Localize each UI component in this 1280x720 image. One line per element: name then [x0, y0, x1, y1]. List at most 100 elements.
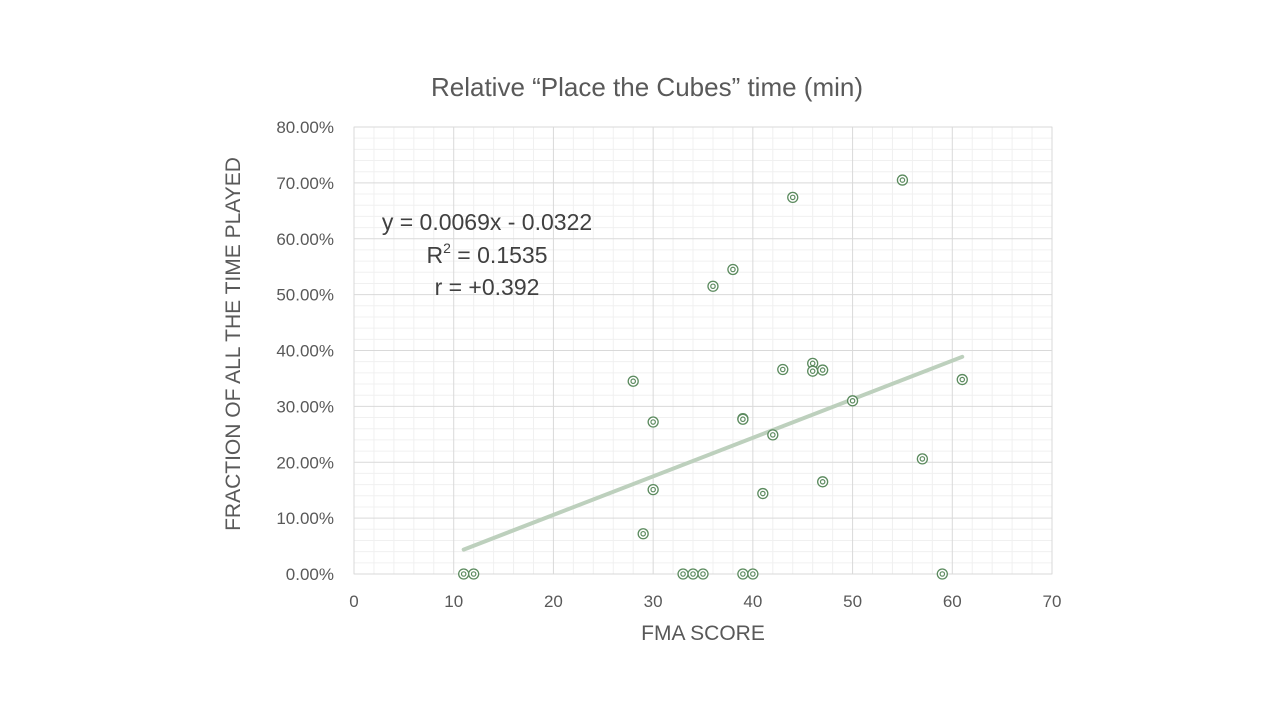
y-tick-label: 20.00%: [276, 453, 334, 472]
data-point-outer-ring: [817, 476, 829, 488]
data-point: [787, 191, 799, 204]
r-squared-value: = 0.1535: [451, 242, 548, 268]
x-axis-title: FMA SCORE: [641, 622, 765, 645]
data-point: [916, 453, 929, 465]
data-point-outer-ring: [896, 174, 909, 186]
data-point: [627, 375, 639, 387]
x-tick-label: 20: [544, 592, 563, 611]
data-point-inner-ring: [680, 571, 686, 577]
data-point: [777, 363, 789, 376]
data-point-outer-ring: [737, 568, 749, 580]
data-point: [687, 568, 699, 580]
y-axis-title: FRACTION OF ALL THE TIME PLAYED: [222, 157, 245, 531]
data-point-outer-ring: [677, 568, 689, 580]
data-point: [677, 568, 689, 580]
r-squared-symbol: R: [427, 242, 444, 268]
data-point: [468, 568, 480, 580]
data-point: [807, 365, 819, 377]
x-tick-label: 0: [349, 592, 358, 611]
y-tick-label: 80.00%: [276, 118, 334, 137]
data-point: [637, 528, 649, 540]
y-tick-label: 40.00%: [276, 342, 334, 361]
data-point-inner-ring: [939, 571, 946, 577]
data-point-inner-ring: [769, 432, 776, 438]
data-point-inner-ring: [809, 368, 816, 374]
data-point: [707, 280, 719, 292]
data-point-inner-ring: [760, 490, 766, 497]
data-point-inner-ring: [779, 366, 786, 373]
data-point: [817, 364, 829, 376]
data-point: [647, 483, 659, 496]
data-point-inner-ring: [959, 376, 966, 383]
data-point-outer-ring: [687, 568, 699, 580]
x-tick-label: 60: [943, 592, 962, 611]
data-point-inner-ring: [690, 571, 696, 577]
y-axis-ticks: 0.00% 10.00% 20.00% 30.00% 40.00% 50.00% 60.00…: [276, 118, 334, 584]
data-point: [647, 416, 659, 428]
data-point-outer-ring: [787, 191, 799, 204]
x-tick-label: 40: [743, 592, 762, 611]
data-point-inner-ring: [700, 571, 706, 577]
data-point: [458, 568, 470, 580]
data-point-outer-ring: [627, 375, 639, 387]
data-point-outer-ring: [757, 487, 769, 500]
data-point-outer-ring: [737, 413, 749, 425]
data-point-outer-ring: [817, 364, 829, 376]
data-point-inner-ring: [650, 419, 656, 425]
data-points: [458, 174, 968, 580]
data-point: [747, 568, 759, 580]
data-point-outer-ring: [707, 280, 719, 292]
data-point: [757, 487, 769, 500]
trend-r-value: r = +0.392: [435, 274, 540, 300]
data-point: [846, 395, 859, 407]
data-point-inner-ring: [849, 397, 856, 404]
y-tick-label: 30.00%: [276, 397, 334, 416]
data-point-outer-ring: [956, 373, 968, 386]
y-tick-label: 0.00%: [286, 565, 334, 584]
data-point: [737, 568, 749, 580]
data-point-inner-ring: [789, 194, 796, 201]
data-point-outer-ring: [846, 395, 859, 407]
data-point-inner-ring: [470, 571, 477, 577]
data-point-inner-ring: [819, 367, 826, 373]
data-point-outer-ring: [727, 263, 739, 276]
r-squared-superscript: 2: [443, 240, 451, 256]
trend-equation: y = 0.0069x - 0.0322: [382, 209, 592, 235]
data-point-inner-ring: [919, 456, 926, 462]
data-point: [936, 568, 948, 580]
data-point-outer-ring: [747, 568, 759, 580]
y-tick-label: 70.00%: [276, 174, 334, 193]
trend-r-squared: R2 = 0.1535: [427, 240, 548, 268]
y-tick-label: 10.00%: [276, 509, 334, 528]
data-point: [817, 476, 829, 488]
data-point-inner-ring: [650, 486, 656, 493]
data-point-inner-ring: [640, 530, 646, 537]
data-point-outer-ring: [468, 568, 480, 580]
data-point-outer-ring: [767, 429, 779, 441]
data-point: [956, 373, 968, 386]
data-point: [697, 568, 709, 580]
data-point-outer-ring: [916, 453, 929, 465]
data-point-inner-ring: [630, 378, 637, 385]
data-point: [727, 263, 739, 276]
data-point-inner-ring: [750, 571, 756, 577]
data-point-outer-ring: [647, 416, 659, 428]
data-point-inner-ring: [460, 571, 467, 577]
y-tick-label: 50.00%: [276, 286, 334, 305]
trendline: [461, 354, 965, 552]
data-point-outer-ring: [807, 365, 819, 377]
data-point-inner-ring: [819, 479, 826, 485]
data-point-inner-ring: [730, 266, 736, 273]
data-point: [896, 174, 909, 186]
data-point-inner-ring: [740, 571, 746, 577]
data-point-inner-ring: [740, 416, 746, 423]
data-point-inner-ring: [899, 177, 906, 183]
plot-area: [353, 126, 1053, 575]
x-tick-label: 50: [843, 592, 862, 611]
data-point-outer-ring: [936, 568, 948, 580]
data-point-outer-ring: [647, 483, 659, 496]
data-point-outer-ring: [637, 528, 649, 540]
data-point-outer-ring: [697, 568, 709, 580]
x-tick-label: 10: [444, 592, 463, 611]
